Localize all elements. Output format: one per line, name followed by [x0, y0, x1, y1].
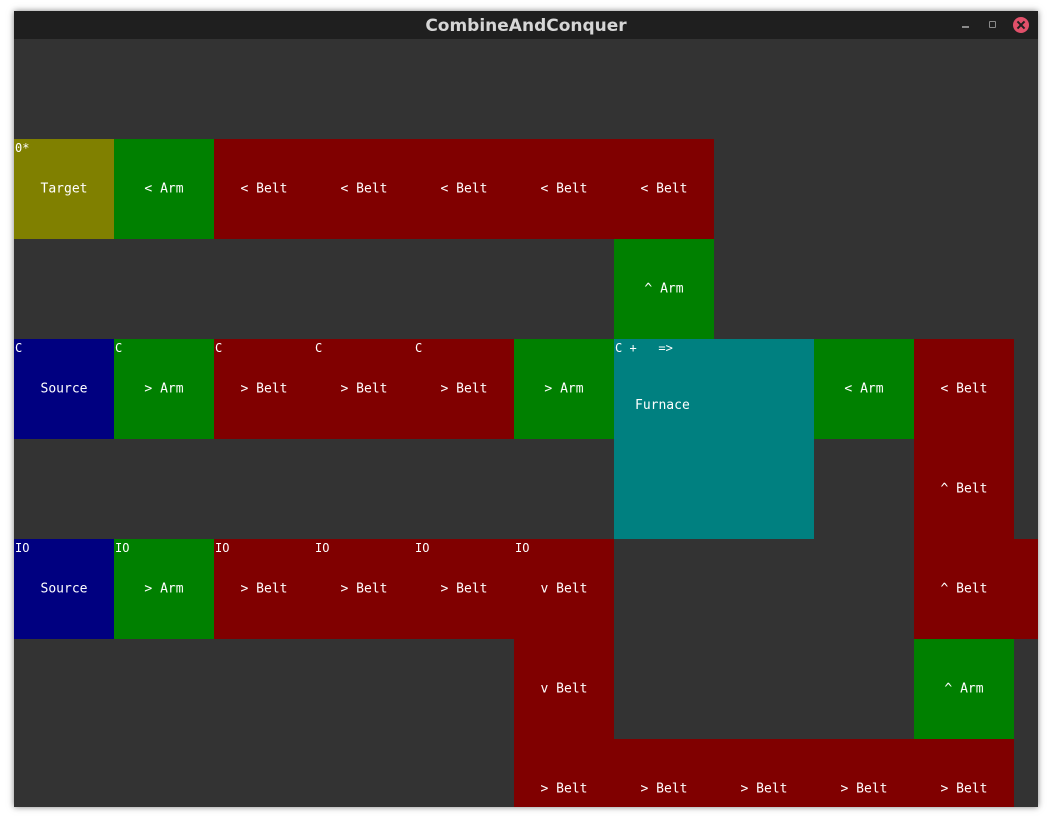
belt-tile[interactable]: > Belt: [814, 739, 914, 807]
arm-tile[interactable]: > Arm: [514, 339, 614, 439]
tile-label: Source: [40, 381, 88, 397]
tile-label: > Belt: [440, 381, 488, 397]
belt-tile[interactable]: IO > Belt: [414, 539, 514, 639]
tile-tag: 0*: [15, 141, 30, 155]
title-bar[interactable]: CombineAndConquer: [14, 11, 1038, 39]
belt-tile[interactable]: < Belt: [914, 339, 1014, 439]
tile-tag: C: [15, 341, 23, 355]
tile-label: > Arm: [144, 581, 184, 597]
tile-label: v Belt: [540, 681, 588, 697]
belt-tile[interactable]: < Belt: [414, 139, 514, 239]
tile-tag: C + =>: [615, 341, 673, 355]
tile-tag: IO: [15, 541, 30, 555]
game-board[interactable]: 0* Target < Arm < Belt < Belt < Belt < Belt < B…: [14, 39, 1038, 807]
tile-tag: C: [215, 341, 223, 355]
tile-label: > Belt: [240, 581, 288, 597]
tile-label: < Belt: [940, 381, 988, 397]
tile-label: < Belt: [340, 181, 388, 197]
tile-label: > Belt: [940, 781, 988, 797]
tile-label: > Belt: [240, 381, 288, 397]
tile-tag: C: [415, 341, 423, 355]
belt-tile[interactable]: ^ Belt: [914, 439, 1014, 539]
belt-tile[interactable]: > Belt: [714, 739, 814, 807]
belt-tile[interactable]: C > Belt: [314, 339, 414, 439]
belt-tile[interactable]: > Belt: [614, 739, 714, 807]
belt-tile[interactable]: < Belt: [614, 139, 714, 239]
tile-tag: C: [115, 341, 123, 355]
arm-tile[interactable]: C > Arm: [114, 339, 214, 439]
tile-label: Target: [40, 181, 88, 197]
tile-label: > Belt: [340, 381, 388, 397]
tile-label: < Belt: [540, 181, 588, 197]
belt-tile[interactable]: < Belt: [314, 139, 414, 239]
source-tile[interactable]: C Source: [14, 339, 114, 439]
tile-label: ^ Belt: [940, 581, 988, 597]
tile-label: < Belt: [440, 181, 488, 197]
arm-tile[interactable]: < Arm: [114, 139, 214, 239]
tile-label: > Belt: [840, 781, 888, 797]
tile-label: ^ Arm: [944, 681, 984, 697]
tile-label: < Arm: [144, 181, 184, 197]
tile-label: < Belt: [240, 181, 288, 197]
tile-label: > Arm: [544, 381, 584, 397]
tile-label: ^ Arm: [644, 281, 684, 297]
tile-tag: IO: [415, 541, 430, 555]
target-tile[interactable]: 0* Target: [14, 139, 114, 239]
tile-tag: IO: [315, 541, 330, 555]
tile-tag: IO: [115, 541, 130, 555]
tile-tag: C: [315, 341, 323, 355]
belt-tile[interactable]: IO > Belt: [314, 539, 414, 639]
tile-label: < Arm: [844, 381, 884, 397]
arm-tile[interactable]: ^ Arm: [614, 239, 714, 339]
belt-tile[interactable]: C > Belt: [414, 339, 514, 439]
game-window: CombineAndConquer 0* Target < Arm < Belt < B…: [14, 11, 1038, 807]
source-tile[interactable]: IO Source: [14, 539, 114, 639]
tile-label: Furnace: [635, 398, 690, 413]
minimize-icon[interactable]: [958, 17, 974, 33]
belt-tile[interactable]: ^ Belt: [914, 539, 1038, 639]
belt-tile[interactable]: < Belt: [214, 139, 314, 239]
belt-tile[interactable]: IO v Belt: [514, 539, 614, 639]
close-icon[interactable]: [1013, 17, 1029, 33]
belt-tile[interactable]: IO > Belt: [214, 539, 314, 639]
belt-tile[interactable]: > Belt: [914, 739, 1014, 807]
tile-label: > Belt: [340, 581, 388, 597]
tile-tag: IO: [215, 541, 230, 555]
furnace-tile[interactable]: C + => Furnace: [614, 339, 814, 539]
tile-label: v Belt: [540, 581, 588, 597]
tile-label: > Belt: [640, 781, 688, 797]
tile-label: > Arm: [144, 381, 184, 397]
tile-label: ^ Belt: [940, 481, 988, 497]
maximize-icon[interactable]: [985, 17, 1001, 33]
tile-label: > Belt: [440, 581, 488, 597]
tile-label: Source: [40, 581, 88, 597]
belt-tile[interactable]: v Belt: [514, 639, 614, 739]
arm-tile[interactable]: ^ Arm: [914, 639, 1014, 739]
arm-tile[interactable]: < Arm: [814, 339, 914, 439]
belt-tile[interactable]: C > Belt: [214, 339, 314, 439]
arm-tile[interactable]: IO > Arm: [114, 539, 214, 639]
window-title: CombineAndConquer: [425, 16, 627, 36]
tile-label: > Belt: [740, 781, 788, 797]
tile-label: < Belt: [640, 181, 688, 197]
tile-tag: IO: [515, 541, 530, 555]
belt-tile[interactable]: < Belt: [514, 139, 614, 239]
belt-tile[interactable]: > Belt: [514, 739, 614, 807]
tile-label: > Belt: [540, 781, 588, 797]
